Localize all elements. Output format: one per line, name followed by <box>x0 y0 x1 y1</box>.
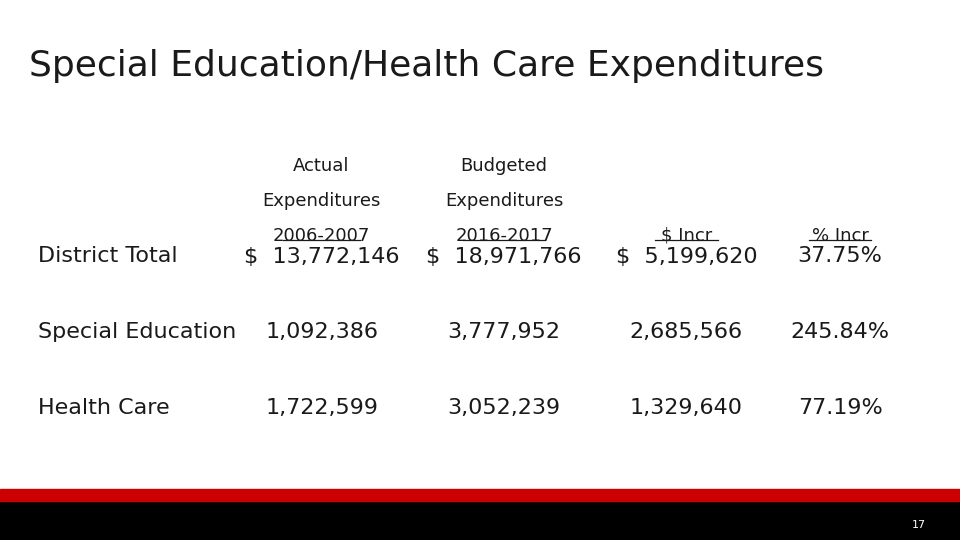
Text: District Total: District Total <box>38 246 178 267</box>
Bar <box>0 500 960 540</box>
Text: 245.84%: 245.84% <box>790 322 890 342</box>
Text: $  5,199,620: $ 5,199,620 <box>615 246 757 267</box>
Text: $ Incr: $ Incr <box>660 227 712 245</box>
Text: 1,092,386: 1,092,386 <box>265 322 378 342</box>
Text: Special Education: Special Education <box>38 322 237 342</box>
Text: 2,685,566: 2,685,566 <box>630 322 743 342</box>
Text: 77.19%: 77.19% <box>798 397 882 418</box>
Text: Budgeted: Budgeted <box>461 157 547 174</box>
Text: 17: 17 <box>912 520 926 530</box>
Text: Actual: Actual <box>294 157 349 174</box>
Text: % Incr: % Incr <box>811 227 869 245</box>
Text: 3,052,239: 3,052,239 <box>447 397 561 418</box>
Text: Expenditures: Expenditures <box>444 192 564 210</box>
Text: Special Education/Health Care Expenditures: Special Education/Health Care Expenditur… <box>29 49 824 83</box>
Text: 37.75%: 37.75% <box>798 246 882 267</box>
Text: 2016-2017: 2016-2017 <box>455 227 553 245</box>
Text: 1,329,640: 1,329,640 <box>630 397 743 418</box>
Text: 1,722,599: 1,722,599 <box>265 397 378 418</box>
Text: Health Care: Health Care <box>38 397 170 418</box>
Bar <box>0 489 960 501</box>
Text: $  13,772,146: $ 13,772,146 <box>244 246 399 267</box>
Text: $  18,971,766: $ 18,971,766 <box>426 246 582 267</box>
Text: 3,777,952: 3,777,952 <box>447 322 561 342</box>
Text: Expenditures: Expenditures <box>262 192 381 210</box>
Text: 2006-2007: 2006-2007 <box>273 227 371 245</box>
